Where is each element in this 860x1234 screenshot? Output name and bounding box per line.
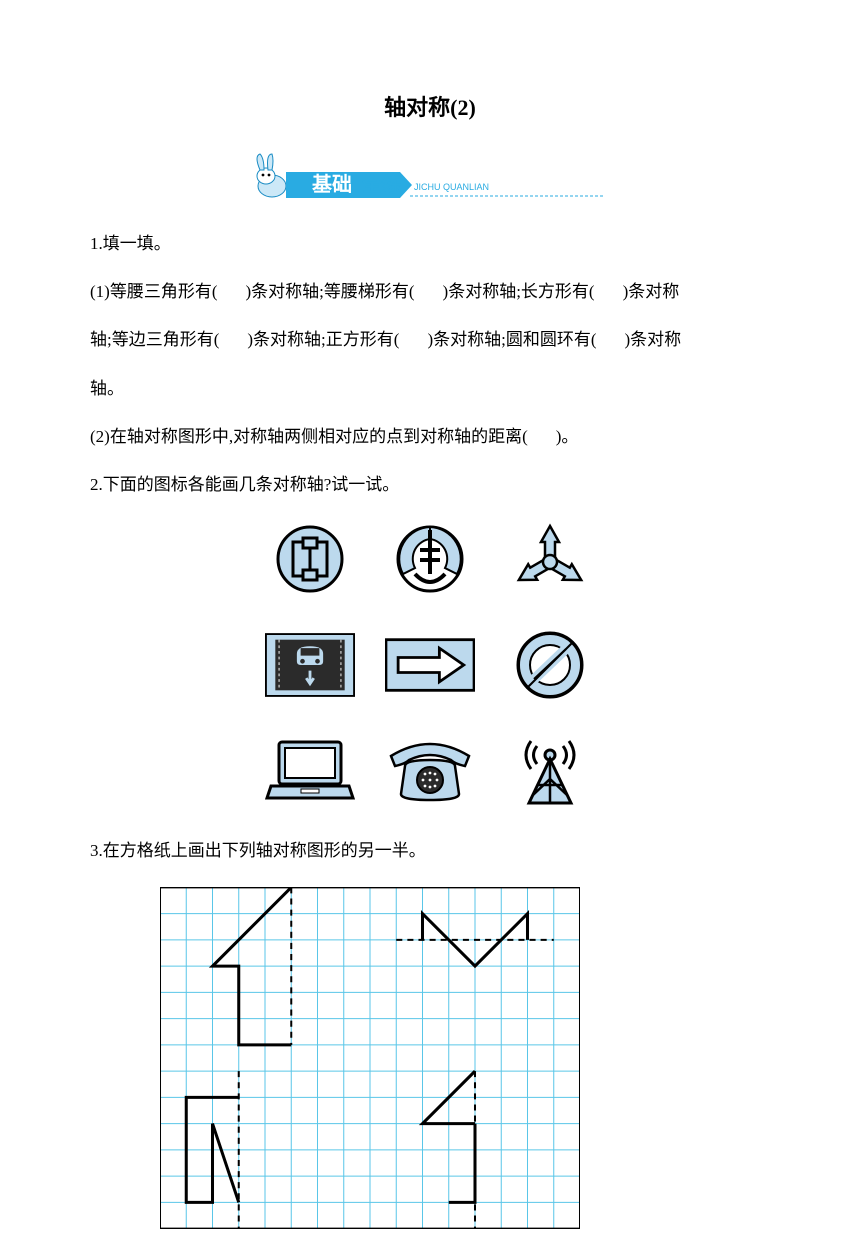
q1-4b: )。 xyxy=(556,427,579,446)
q1-1a: (1)等腰三角形有( xyxy=(90,282,217,301)
q1-1d: )条对称 xyxy=(623,282,680,301)
q1-4a: (2)在轴对称图形中,对称轴两侧相对应的点到对称轴的距离( xyxy=(90,427,528,446)
q1-2a: 轴;等边三角形有( xyxy=(90,330,219,349)
q1-1b: )条对称轴;等腰梯形有( xyxy=(245,282,414,301)
q1-line3: 轴。 xyxy=(90,367,770,411)
rabbit-icon xyxy=(257,154,286,197)
section-banner: 基础 全练 JICHU QUANLIAN xyxy=(250,152,610,202)
icon-row-1 xyxy=(250,519,610,599)
grid-paper xyxy=(160,887,580,1234)
icon-row-2 xyxy=(250,625,610,705)
q3-heading: 3.在方格纸上画出下列轴对称图形的另一半。 xyxy=(90,829,770,873)
q1-line4: (2)在轴对称图形中,对称轴两侧相对应的点到对称轴的距离( )。 xyxy=(90,415,770,459)
q1-line1: (1)等腰三角形有( )条对称轴;等腰梯形有( )条对称轴;长方形有( )条对称 xyxy=(90,270,770,314)
q1-heading: 1.填一填。 xyxy=(90,222,770,266)
q1-1c: )条对称轴;长方形有( xyxy=(443,282,595,301)
trefoil-icon xyxy=(505,519,595,599)
icon-row-3 xyxy=(250,731,610,811)
banner-pinyin: JICHU QUANLIAN xyxy=(414,182,489,192)
bank-logo-2-icon xyxy=(385,519,475,599)
q1-line2: 轴;等边三角形有( )条对称轴;正方形有( )条对称轴;圆和圆环有( )条对称 xyxy=(90,318,770,362)
car-sign-icon xyxy=(265,625,355,705)
q1-2b: )条对称轴;正方形有( xyxy=(247,330,399,349)
bank-logo-1-icon xyxy=(265,519,355,599)
telephone-icon xyxy=(385,731,475,811)
banner-right-text: 全练 xyxy=(361,172,402,196)
arrow-sign-icon xyxy=(385,625,475,705)
laptop-icon xyxy=(265,731,355,811)
q1-2d: )条对称 xyxy=(624,330,681,349)
banner-ribbon: 基础 全练 JICHU QUANLIAN xyxy=(286,172,489,198)
banner-left-text: 基础 xyxy=(312,173,352,196)
antenna-tower-icon xyxy=(505,731,595,811)
icon-grid xyxy=(250,519,610,811)
q1-2c: )条对称轴;圆和圆环有( xyxy=(427,330,596,349)
page-title: 轴对称(2) xyxy=(90,90,770,122)
prohibition-icon xyxy=(505,625,595,705)
q2-heading: 2.下面的图标各能画几条对称轴?试一试。 xyxy=(90,463,770,507)
